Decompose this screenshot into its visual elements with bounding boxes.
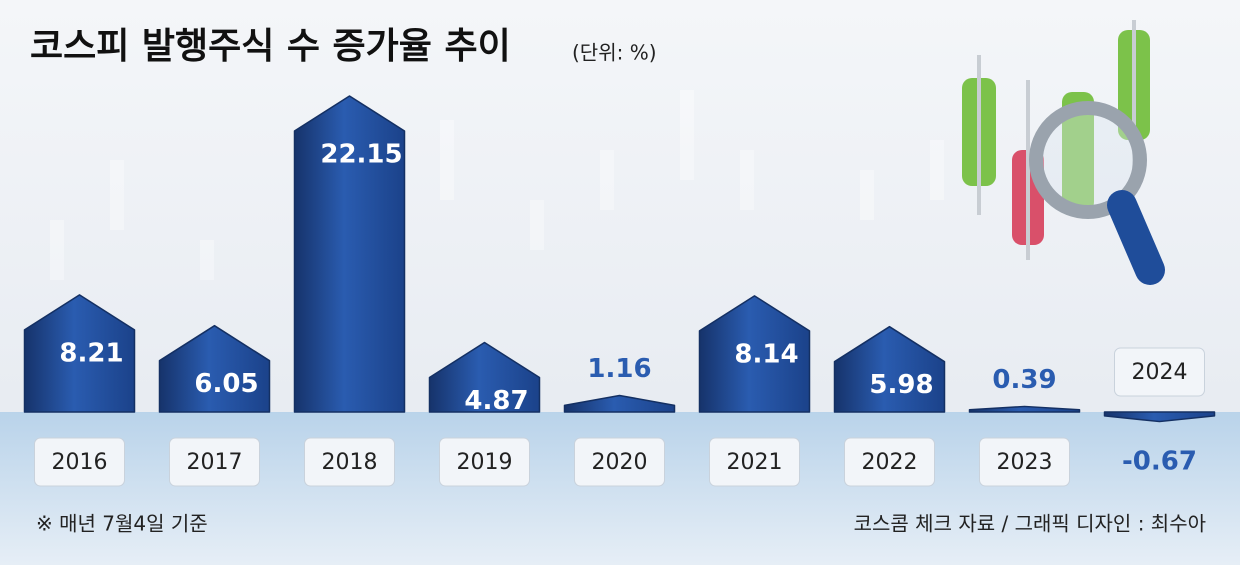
year-box xyxy=(1114,347,1205,397)
chart-subtitle: (단위: %) xyxy=(572,41,657,65)
x-tick-label: 2021 xyxy=(727,450,783,475)
value-label: 6.05 xyxy=(194,369,258,399)
value-label: 1.16 xyxy=(587,354,651,384)
x-tick-label: 2018 xyxy=(322,450,378,475)
x-tick-label: 2024 xyxy=(1132,360,1188,385)
bar xyxy=(23,294,136,413)
value-label: 4.87 xyxy=(464,386,528,416)
year-box xyxy=(844,437,935,487)
x-tick-label: 2017 xyxy=(187,450,243,475)
bar xyxy=(293,95,406,413)
value-label: 5.98 xyxy=(869,370,933,400)
bar xyxy=(158,324,271,413)
floor xyxy=(0,412,1240,565)
year-box xyxy=(304,437,395,487)
bar xyxy=(968,405,1081,413)
note: ※ 매년 7월4일 기준 xyxy=(36,512,208,536)
year-box xyxy=(574,437,665,487)
candles-decoration xyxy=(50,90,944,280)
value-label: 8.21 xyxy=(59,338,123,368)
bar xyxy=(698,295,811,413)
bar xyxy=(563,394,676,413)
x-tick-label: 2016 xyxy=(52,450,108,475)
year-box xyxy=(169,437,260,487)
bar xyxy=(1103,411,1216,423)
bar xyxy=(428,341,541,413)
x-tick-label: 2022 xyxy=(862,450,918,475)
bar xyxy=(833,325,946,413)
source: 코스콤 체크 자료 / 그래픽 디자인 : 최수아 xyxy=(854,512,1206,536)
year-box xyxy=(34,437,125,487)
x-tick-label: 2023 xyxy=(997,450,1053,475)
chart-title: 코스피 발행주식 수 증가율 추이 xyxy=(30,26,511,67)
x-tick-label: 2019 xyxy=(457,450,513,475)
year-box xyxy=(439,437,530,487)
year-box xyxy=(979,437,1070,487)
value-label: -0.67 xyxy=(1122,447,1197,477)
value-label: 8.14 xyxy=(734,339,798,369)
value-label: 22.15 xyxy=(320,140,402,170)
x-tick-label: 2020 xyxy=(592,450,648,475)
year-box xyxy=(709,437,800,487)
magnifier-icon xyxy=(962,20,1165,285)
value-label: 0.39 xyxy=(992,365,1056,395)
